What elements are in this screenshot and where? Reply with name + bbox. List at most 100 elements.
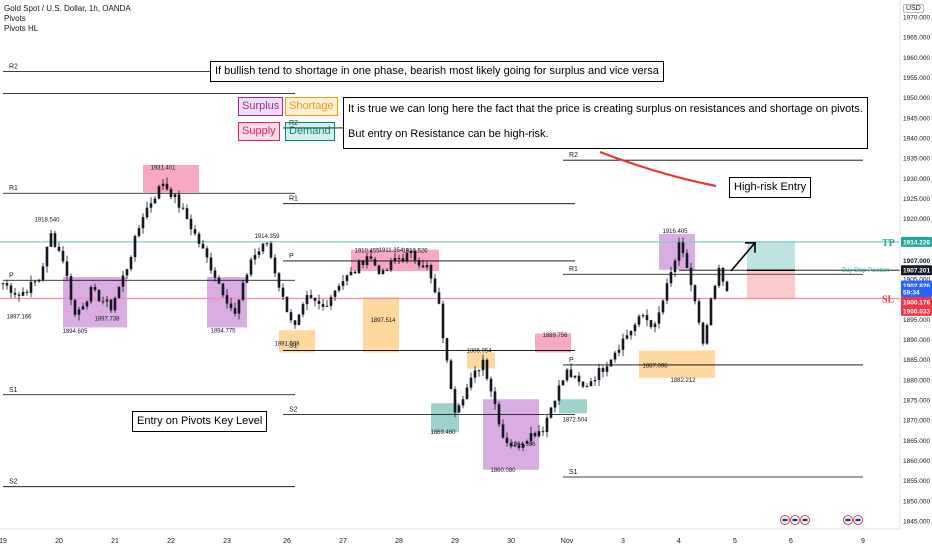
time-tick-label: 28 [395, 538, 403, 545]
stop-loss-zone[interactable] [747, 270, 795, 299]
candle-body [473, 370, 477, 378]
trade-setup-layer[interactable]: TP SL Buy Stop Position [0, 238, 900, 306]
candle-body [101, 301, 105, 303]
candle-body [373, 259, 377, 266]
pivot-level-label: R1 [289, 196, 298, 203]
candle-body [213, 270, 217, 278]
shortage-zone [639, 350, 715, 378]
candle-body [273, 257, 277, 274]
tp-label: TP [882, 238, 895, 249]
price-tag-text: 1907.201 [903, 268, 930, 275]
price-annotation: 1894.605 [62, 329, 88, 335]
main-note-box[interactable]: It is true we can long here the fact tha… [343, 97, 868, 149]
flag-stripe-icon [802, 518, 808, 522]
candle-body [553, 400, 557, 408]
pivot-level-label: S1 [9, 387, 18, 394]
candle-body [701, 322, 705, 344]
candle-body [557, 385, 561, 401]
price-tag-bg [901, 305, 932, 316]
arrows-layer [599, 150, 756, 272]
candle-body [185, 208, 189, 219]
price-tick-label: 1925.000 [903, 196, 930, 203]
candle-body [197, 233, 201, 244]
price-tick-label: 1960.000 [903, 55, 930, 62]
candle-body [581, 381, 585, 387]
candle-body [413, 251, 417, 261]
flag-stripe-icon [845, 518, 851, 522]
candle-body [377, 265, 381, 274]
candle-body [181, 207, 185, 209]
candle-body [57, 246, 61, 251]
price-tag-bg [901, 236, 932, 247]
candle-body [261, 243, 265, 252]
candle-body [325, 305, 329, 307]
candle-body [345, 275, 349, 282]
candle-body [89, 286, 93, 302]
candle-body [673, 260, 677, 272]
pivot-level-label: P [9, 272, 14, 279]
price-tag-text: 59:34 [903, 289, 920, 296]
price-tick-label: 1935.000 [903, 156, 930, 163]
candle-body [505, 437, 509, 443]
candle-body [493, 391, 497, 405]
candle-body [529, 433, 533, 442]
pivot-level-label: P [569, 357, 574, 364]
candle-body [329, 296, 333, 306]
candle-body [441, 303, 445, 339]
candle-body [577, 375, 581, 382]
high-risk-box[interactable]: High-risk Entry [729, 177, 812, 198]
candle-body [157, 186, 161, 199]
candle-body [561, 380, 565, 386]
candle-body [641, 315, 645, 317]
time-tick-label: 6 [789, 538, 793, 545]
candle-body [165, 183, 169, 190]
candle-body [661, 300, 665, 313]
candle-body [705, 324, 709, 344]
indicator-pivots-hl[interactable]: Pivots HL [4, 24, 39, 33]
time-tick-label: 4 [677, 538, 681, 545]
candle-body [717, 267, 721, 286]
candle-body [241, 282, 245, 300]
candle-body [317, 300, 321, 304]
candle-body [545, 417, 549, 433]
candle-body [41, 266, 45, 280]
candle-body [169, 189, 173, 198]
candle-body [597, 368, 601, 380]
currency-badge[interactable]: USD [903, 4, 924, 13]
candle-body [53, 233, 57, 247]
pivot-entry-box[interactable]: Entry on Pivots Key Level [132, 411, 268, 432]
candle-body [421, 265, 425, 268]
event-icons[interactable] [780, 515, 863, 525]
candle-body [569, 369, 573, 378]
candle-body [541, 431, 545, 433]
candle-body [565, 369, 569, 381]
candle-body [401, 258, 405, 261]
symbol-title[interactable]: Gold Spot / U.S. Dollar, 1h, OANDA [4, 4, 131, 13]
candle-body [549, 407, 553, 418]
price-tick-label: 1880.000 [903, 377, 930, 384]
candle-body [109, 299, 113, 311]
top-note-box[interactable]: If bullish tend to shortage in one phase… [210, 61, 664, 82]
price-tag-bg [901, 255, 932, 266]
price-annotation: 1886.054 [466, 349, 492, 355]
candle-body [45, 246, 49, 267]
demand-zone [559, 399, 587, 414]
pivot-level-label: P [289, 253, 294, 260]
surplus-zone [659, 233, 695, 270]
candle-body [409, 251, 413, 254]
candle-body [453, 389, 457, 413]
price-tick-label: 1865.000 [903, 438, 930, 445]
candle-body [397, 258, 401, 260]
indicator-pivots[interactable]: Pivots [4, 14, 26, 23]
price-annotation: 1869.460 [430, 430, 456, 436]
price-annotation: 1897.514 [370, 318, 396, 324]
price-annotation: 1931.401 [150, 166, 176, 172]
candle-body [221, 283, 225, 296]
candle-body [681, 242, 685, 254]
candle-body [689, 267, 693, 286]
time-axis[interactable]: 19 20 21 22 23 26 27 28 29 30 Nov 3 4 5 6 9 [0, 528, 900, 545]
candle-body [693, 285, 697, 302]
candle-body [61, 250, 65, 262]
